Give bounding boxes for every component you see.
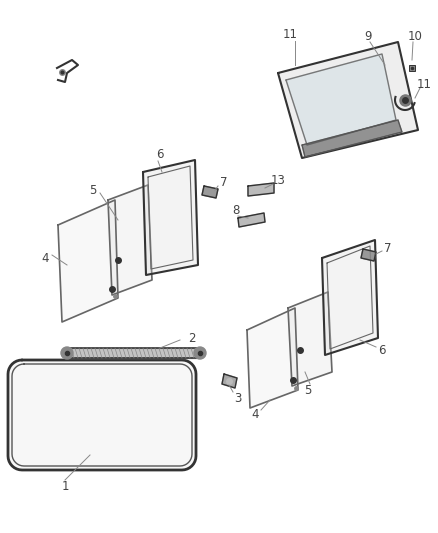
Text: 6: 6 bbox=[156, 149, 164, 161]
Text: 7: 7 bbox=[384, 241, 392, 254]
Text: 8: 8 bbox=[232, 205, 240, 217]
Text: 10: 10 bbox=[408, 29, 422, 43]
Circle shape bbox=[194, 347, 206, 359]
Polygon shape bbox=[322, 240, 378, 355]
Text: 4: 4 bbox=[251, 408, 259, 422]
Polygon shape bbox=[288, 292, 332, 386]
Text: 2: 2 bbox=[188, 332, 196, 344]
Polygon shape bbox=[361, 249, 376, 261]
Text: 13: 13 bbox=[271, 174, 286, 187]
Text: 6: 6 bbox=[378, 343, 386, 357]
Text: 7: 7 bbox=[220, 176, 228, 190]
Text: 11: 11 bbox=[417, 78, 431, 92]
Polygon shape bbox=[286, 54, 396, 145]
Text: 11: 11 bbox=[283, 28, 297, 42]
Polygon shape bbox=[248, 183, 274, 196]
Polygon shape bbox=[278, 42, 418, 158]
Polygon shape bbox=[202, 186, 218, 198]
Polygon shape bbox=[8, 360, 196, 470]
Polygon shape bbox=[143, 160, 198, 275]
Text: 1: 1 bbox=[61, 481, 69, 494]
Polygon shape bbox=[58, 200, 118, 322]
Circle shape bbox=[61, 347, 73, 359]
Text: 4: 4 bbox=[41, 252, 49, 264]
Polygon shape bbox=[302, 120, 402, 157]
Polygon shape bbox=[238, 213, 265, 227]
Polygon shape bbox=[247, 308, 298, 408]
Text: 5: 5 bbox=[304, 384, 312, 397]
Polygon shape bbox=[222, 374, 237, 388]
Polygon shape bbox=[67, 348, 200, 358]
Text: 9: 9 bbox=[364, 29, 372, 43]
Polygon shape bbox=[108, 185, 152, 295]
Text: 3: 3 bbox=[234, 392, 242, 405]
Text: 5: 5 bbox=[89, 183, 97, 197]
